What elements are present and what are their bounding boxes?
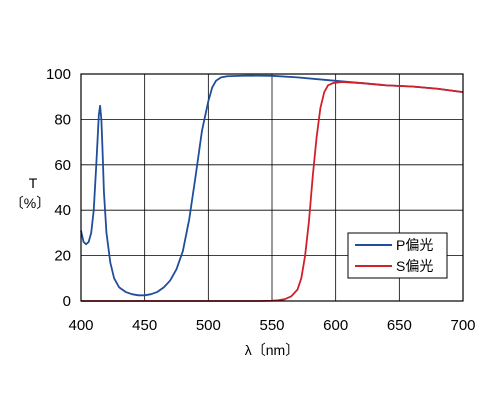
y-tick-label: 60 [54, 157, 71, 174]
y-tick-label: 80 [54, 111, 71, 128]
legend-label-s: S偏光 [396, 258, 433, 274]
legend-label-p: P偏光 [396, 237, 433, 253]
y-tick-label: 20 [54, 248, 71, 265]
x-tick-labels: 400 450 500 550 600 650 700 [68, 317, 475, 334]
plot-frame [80, 73, 464, 302]
grid-lines [81, 74, 463, 301]
series-line-p [80, 74, 464, 297]
y-tick-label: 0 [63, 293, 71, 310]
x-tick-label: 550 [259, 317, 284, 334]
x-tick-label: 700 [450, 317, 475, 334]
x-tick-label: 500 [196, 317, 221, 334]
y-axis-label-top: T [29, 175, 38, 191]
legend: P偏光 S偏光 [347, 232, 448, 279]
y-axis-label-unit: 〔%〕 [10, 195, 50, 211]
y-tick-labels: 0 20 40 60 80 100 [46, 66, 71, 310]
x-tick-label: 450 [132, 317, 157, 334]
x-tick-label: 400 [68, 317, 93, 334]
x-tick-label: 650 [387, 317, 412, 334]
x-axis-label: λ〔nm〕 [245, 342, 299, 358]
y-tick-label: 100 [46, 66, 71, 83]
y-tick-label: 40 [54, 202, 71, 219]
x-tick-label: 600 [323, 317, 348, 334]
legend-box [347, 232, 448, 279]
